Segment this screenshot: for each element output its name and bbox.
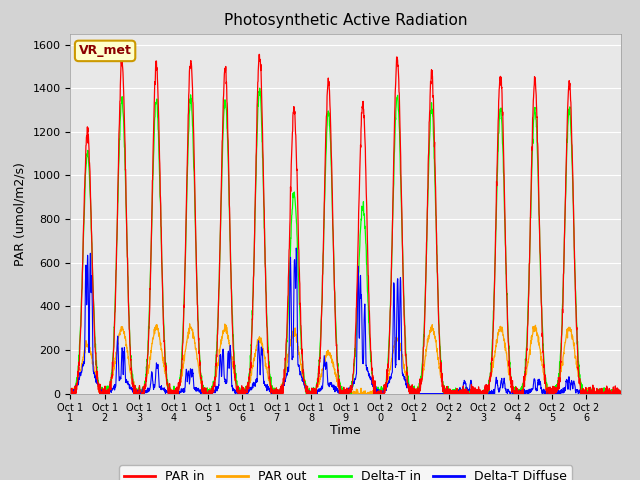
PAR in	[67, 391, 74, 396]
Line: Delta-T in: Delta-T in	[70, 88, 621, 394]
PAR in	[379, 391, 387, 396]
Delta-T in	[67, 391, 74, 396]
X-axis label: Time: Time	[330, 424, 361, 437]
PAR in	[122, 178, 130, 183]
PAR in	[543, 391, 550, 396]
PAR in	[609, 384, 617, 390]
PAR out	[609, 391, 617, 396]
Delta-T in	[256, 85, 264, 91]
Delta-T in	[379, 386, 387, 392]
Delta-T Diffuse	[543, 391, 550, 396]
Line: Delta-T Diffuse: Delta-T Diffuse	[70, 248, 621, 394]
Delta-T Diffuse	[240, 391, 248, 396]
Delta-T in	[67, 390, 74, 396]
Text: VR_met: VR_met	[79, 44, 132, 58]
PAR out	[241, 388, 248, 394]
Delta-T in	[543, 380, 550, 386]
Line: PAR out: PAR out	[70, 324, 621, 394]
Title: Photosynthetic Active Radiation: Photosynthetic Active Radiation	[224, 13, 467, 28]
Delta-T in	[122, 184, 129, 190]
Delta-T Diffuse	[511, 391, 519, 396]
PAR in	[67, 389, 74, 395]
Y-axis label: PAR (umol/m2/s): PAR (umol/m2/s)	[14, 162, 27, 265]
PAR in	[512, 391, 520, 396]
Legend: PAR in, PAR out, Delta-T in, Delta-T Diffuse: PAR in, PAR out, Delta-T in, Delta-T Dif…	[119, 465, 572, 480]
Delta-T Diffuse	[292, 245, 300, 251]
PAR out	[379, 391, 387, 396]
Delta-T Diffuse	[609, 391, 617, 396]
Delta-T Diffuse	[379, 391, 387, 396]
Delta-T in	[241, 388, 248, 394]
PAR out	[186, 321, 193, 327]
Line: PAR in: PAR in	[70, 54, 621, 394]
PAR out	[543, 384, 550, 390]
Delta-T Diffuse	[122, 371, 129, 376]
PAR in	[617, 391, 625, 396]
PAR out	[617, 391, 625, 396]
PAR in	[118, 51, 126, 57]
PAR out	[122, 337, 129, 343]
PAR out	[67, 391, 75, 396]
Delta-T in	[512, 384, 520, 389]
PAR out	[67, 390, 74, 396]
PAR out	[512, 389, 520, 395]
Delta-T Diffuse	[67, 391, 74, 396]
Delta-T Diffuse	[617, 391, 625, 396]
PAR in	[241, 388, 248, 394]
Delta-T in	[609, 390, 617, 396]
Delta-T in	[617, 388, 625, 394]
